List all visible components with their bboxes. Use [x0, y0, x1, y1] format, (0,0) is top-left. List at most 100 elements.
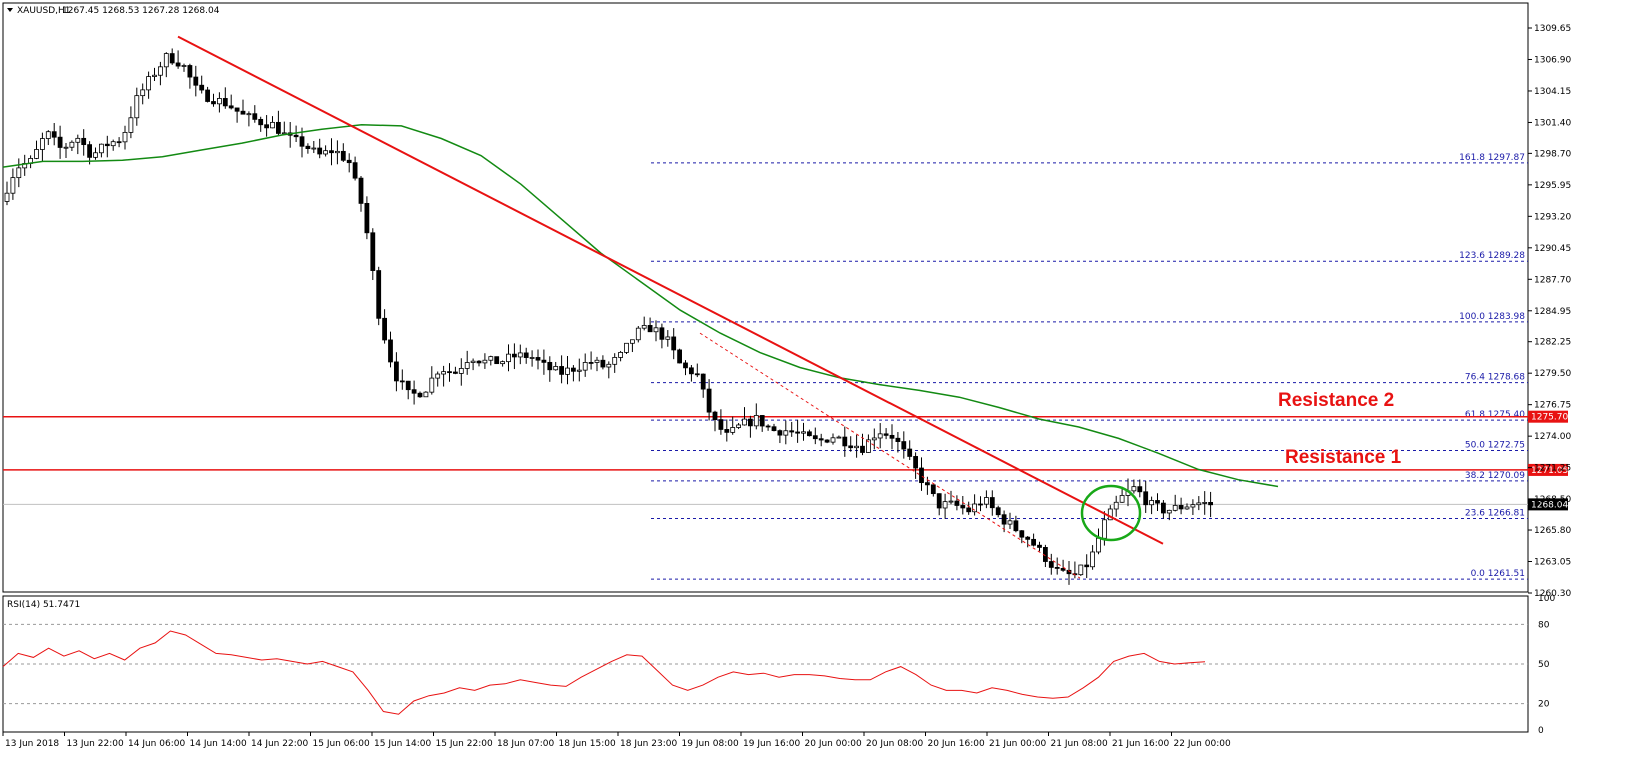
candle-body	[340, 150, 346, 161]
candle-body	[860, 445, 865, 453]
candle	[329, 138, 334, 166]
candle	[571, 365, 576, 382]
candle-body	[169, 53, 175, 64]
candle-body	[417, 392, 423, 398]
candle-body	[1119, 495, 1125, 503]
candle	[1161, 500, 1166, 519]
x-axis-tick-label: 20 Jun 16:00	[928, 739, 985, 749]
candle-body	[311, 147, 317, 150]
rsi-axis-label: 20	[1538, 700, 1550, 710]
candle-body	[576, 369, 582, 372]
candle-body	[883, 433, 889, 436]
x-axis-tick-label: 18 Jun 07:00	[497, 739, 554, 749]
candle-body	[671, 336, 677, 351]
candle	[1184, 503, 1190, 510]
candle-body	[146, 76, 152, 91]
y-axis-tick-label: 1290.45	[1534, 244, 1571, 254]
axes: 1309.65 1306.90 1304.15 1301.40 1298.70 1295.…	[2, 24, 1571, 749]
moving-average	[2, 123, 1279, 488]
candle-body	[919, 467, 924, 484]
candle	[1019, 530, 1025, 544]
candle-body	[1161, 502, 1166, 514]
candle	[417, 391, 423, 398]
y-axis-tick-label: 1298.70	[1534, 149, 1571, 159]
candle	[1143, 480, 1149, 513]
fib-level-label: 50.0 1272.75	[1465, 440, 1525, 450]
candle	[382, 309, 388, 344]
candle-body	[553, 366, 559, 371]
candle	[966, 501, 972, 515]
candle-body	[1025, 536, 1031, 540]
candle	[1202, 491, 1208, 515]
candle	[612, 353, 618, 373]
candle-body	[925, 482, 930, 486]
candle	[1155, 493, 1160, 511]
candle-body	[848, 445, 854, 449]
fib-level-label: 38.2 1270.09	[1465, 471, 1525, 481]
candle	[712, 410, 718, 432]
candle	[458, 358, 464, 386]
candle-body	[228, 105, 234, 109]
candle	[948, 490, 954, 505]
y-axis-tick-label: 1263.05	[1534, 558, 1571, 568]
bearish-trendline	[177, 35, 1164, 545]
candle-body	[488, 356, 494, 361]
x-axis-tick-label: 19 Jun 08:00	[682, 739, 739, 749]
candle	[423, 391, 429, 398]
candle	[936, 493, 942, 516]
candle-body	[582, 362, 588, 371]
candle	[753, 403, 759, 430]
candle-body	[399, 380, 405, 383]
candle	[28, 155, 34, 169]
candle	[565, 356, 570, 385]
rsi-axis-label: 100	[1538, 594, 1555, 604]
candle-body	[199, 84, 205, 91]
candle	[665, 330, 671, 347]
candle	[1060, 559, 1066, 572]
candle-body	[452, 371, 458, 374]
candle-body	[1202, 502, 1208, 504]
candle-body	[1190, 504, 1196, 508]
candle	[305, 143, 311, 154]
candle-body	[275, 121, 281, 134]
candle-body	[382, 317, 388, 341]
candle-body	[329, 150, 334, 154]
rsi-label: RSI(14) 51.7471	[7, 600, 80, 610]
candle	[842, 426, 848, 457]
candle	[871, 428, 877, 450]
candle-body	[978, 503, 983, 506]
candle	[529, 350, 535, 367]
candle-body	[435, 373, 441, 379]
y-axis-tick-label: 1260.30	[1534, 589, 1571, 599]
x-axis-tick-label: 21 Jun 16:00	[1112, 739, 1169, 749]
candle	[346, 153, 352, 173]
candle	[287, 122, 293, 148]
candle	[641, 316, 647, 331]
candle-body	[694, 373, 700, 376]
candle-body	[1007, 520, 1013, 525]
candle-body	[470, 360, 476, 363]
candle	[600, 355, 606, 370]
collapse-triangle-icon[interactable]	[7, 8, 13, 12]
candle	[205, 86, 211, 103]
fibonacci-levels: 161.8 1297.87 123.6 1289.28 100.0 1283.98 7…	[651, 153, 1528, 580]
candle	[281, 121, 287, 135]
candle	[653, 320, 659, 342]
candle	[789, 421, 795, 437]
candle-body	[759, 415, 765, 427]
candle-body	[45, 131, 51, 139]
candle-body	[157, 66, 163, 76]
candle	[264, 115, 270, 137]
rsi-line	[2, 630, 1206, 715]
candle	[777, 429, 783, 444]
candle-body	[877, 433, 883, 439]
candle	[836, 435, 842, 439]
candle-body	[830, 437, 836, 443]
candle	[883, 428, 889, 440]
candle	[1119, 486, 1125, 503]
candle-body	[1054, 567, 1060, 569]
candle-body	[641, 325, 647, 329]
candle-body	[1113, 501, 1119, 510]
candle-body	[57, 136, 63, 148]
